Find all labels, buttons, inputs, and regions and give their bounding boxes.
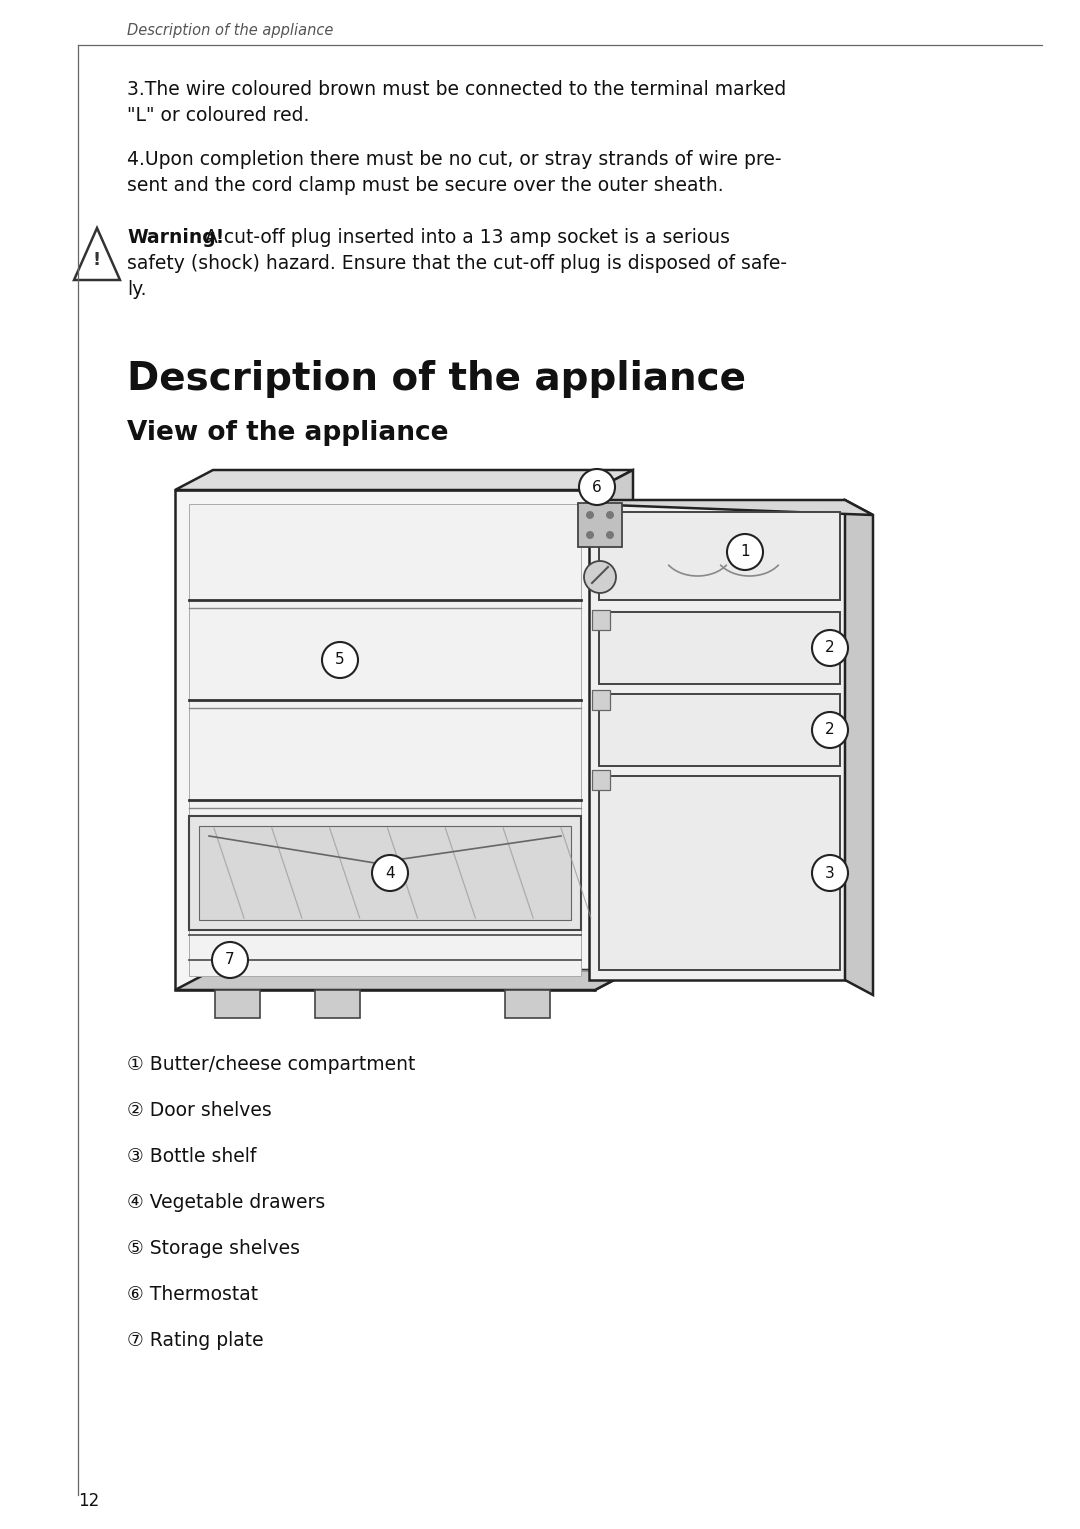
Text: ③ Bottle shelf: ③ Bottle shelf xyxy=(127,1147,257,1167)
Polygon shape xyxy=(315,989,360,1018)
Polygon shape xyxy=(592,690,610,709)
Polygon shape xyxy=(599,612,840,683)
Circle shape xyxy=(727,534,762,570)
Circle shape xyxy=(606,531,615,540)
Polygon shape xyxy=(175,469,633,489)
Polygon shape xyxy=(578,503,622,547)
Text: 4.Upon completion there must be no cut, or stray strands of wire pre-: 4.Upon completion there must be no cut, … xyxy=(127,150,782,170)
Polygon shape xyxy=(175,969,633,989)
Circle shape xyxy=(812,630,848,667)
Polygon shape xyxy=(599,694,840,766)
Polygon shape xyxy=(599,512,840,599)
Text: ly.: ly. xyxy=(127,280,147,300)
Circle shape xyxy=(584,561,616,593)
Text: sent and the cord clamp must be secure over the outer sheath.: sent and the cord clamp must be secure o… xyxy=(127,176,724,196)
Text: 6: 6 xyxy=(592,480,602,494)
Polygon shape xyxy=(215,989,260,1018)
Text: 2: 2 xyxy=(825,723,835,737)
Circle shape xyxy=(812,713,848,748)
Polygon shape xyxy=(505,989,550,1018)
Text: ⑥ Thermostat: ⑥ Thermostat xyxy=(127,1284,258,1304)
Text: Description of the appliance: Description of the appliance xyxy=(127,359,746,398)
Text: 5: 5 xyxy=(335,653,345,668)
Text: "L" or coloured red.: "L" or coloured red. xyxy=(127,106,310,125)
Circle shape xyxy=(212,942,248,979)
Polygon shape xyxy=(589,500,873,515)
Text: 3.The wire coloured brown must be connected to the terminal marked: 3.The wire coloured brown must be connec… xyxy=(127,80,786,99)
Text: 3: 3 xyxy=(825,865,835,881)
Circle shape xyxy=(812,855,848,891)
Text: View of the appliance: View of the appliance xyxy=(127,420,449,446)
Text: 7: 7 xyxy=(226,953,234,968)
Circle shape xyxy=(586,531,594,540)
Text: 2: 2 xyxy=(825,641,835,656)
Text: ① Butter/cheese compartment: ① Butter/cheese compartment xyxy=(127,1055,416,1073)
Circle shape xyxy=(372,855,408,891)
Text: 4: 4 xyxy=(386,865,395,881)
Polygon shape xyxy=(595,469,633,989)
Polygon shape xyxy=(592,771,610,790)
Polygon shape xyxy=(599,777,840,969)
Polygon shape xyxy=(199,826,571,920)
Circle shape xyxy=(322,642,357,677)
Polygon shape xyxy=(845,500,873,995)
Text: ⑦ Rating plate: ⑦ Rating plate xyxy=(127,1332,265,1350)
Text: safety (shock) hazard. Ensure that the cut-off plug is disposed of safe-: safety (shock) hazard. Ensure that the c… xyxy=(127,254,787,274)
Polygon shape xyxy=(189,505,581,976)
Text: Warning!: Warning! xyxy=(127,228,225,248)
Text: ② Door shelves: ② Door shelves xyxy=(127,1101,272,1121)
Circle shape xyxy=(586,511,594,518)
Circle shape xyxy=(606,511,615,518)
Polygon shape xyxy=(589,500,845,980)
Text: ⑤ Storage shelves: ⑤ Storage shelves xyxy=(127,1238,300,1258)
Polygon shape xyxy=(175,489,595,989)
Circle shape xyxy=(579,469,615,505)
Polygon shape xyxy=(189,816,581,930)
Text: Description of the appliance: Description of the appliance xyxy=(127,23,334,38)
Text: A cut-off plug inserted into a 13 amp socket is a serious: A cut-off plug inserted into a 13 amp so… xyxy=(200,228,730,248)
Text: ④ Vegetable drawers: ④ Vegetable drawers xyxy=(127,1193,326,1212)
Text: !: ! xyxy=(93,251,102,269)
Polygon shape xyxy=(592,610,610,630)
Text: 12: 12 xyxy=(78,1492,99,1511)
Text: 1: 1 xyxy=(740,544,750,560)
